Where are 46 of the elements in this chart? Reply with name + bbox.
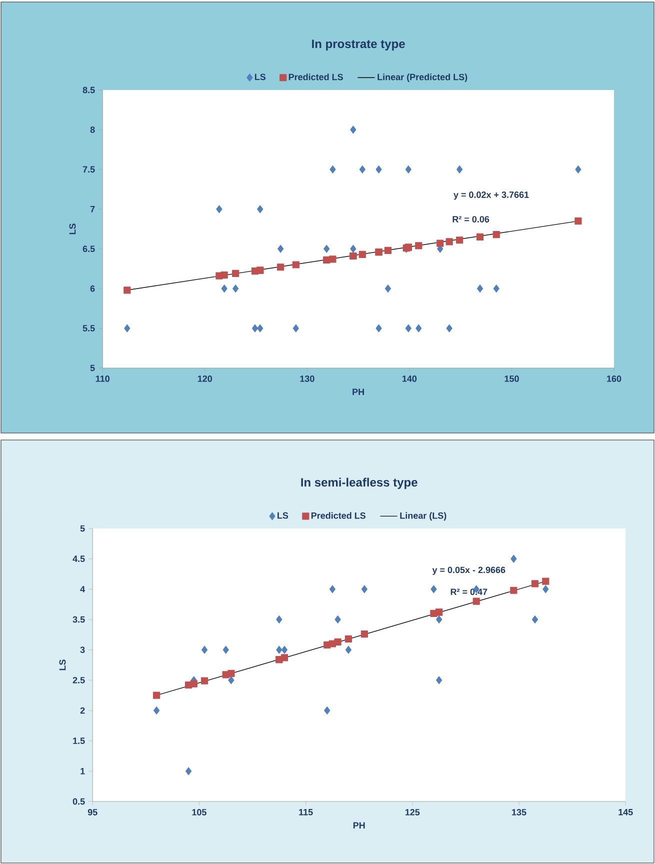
y-axis-title: LS xyxy=(59,660,66,670)
chart-title: In semi-leafless type xyxy=(301,478,418,489)
x-tick-label: 110 xyxy=(96,376,110,382)
x-tick-label: 130 xyxy=(300,376,314,382)
x-tick-label: 140 xyxy=(402,376,417,382)
annotation: R² = 0.47 xyxy=(450,588,488,596)
y-tick-label: 0.5 xyxy=(72,798,85,805)
x-tick-label: 135 xyxy=(512,809,526,816)
x-axis-title: PH xyxy=(353,822,365,828)
y-tick-label: 1.5 xyxy=(73,738,85,744)
chart-title: In prostrate type xyxy=(312,40,405,50)
legend-label: LS xyxy=(278,512,288,519)
y-tick-label: 4 xyxy=(80,586,86,592)
legend-label: Linear (LS) xyxy=(400,512,446,521)
y-tick-label: 2.5 xyxy=(72,676,85,684)
x-tick-label: 115 xyxy=(299,809,313,816)
y-tick-label: 5 xyxy=(90,364,95,372)
x-tick-label: 95 xyxy=(88,809,98,816)
legend-label: LS xyxy=(254,74,266,80)
x-axis-title: PH xyxy=(352,388,364,395)
y-tick-label: 1 xyxy=(80,768,85,774)
y-tick-label: 3 xyxy=(80,646,85,654)
legend-label: Predicted LS xyxy=(288,74,343,80)
y-tick-label: 2 xyxy=(80,707,85,714)
x-tick-label: 160 xyxy=(607,376,622,382)
y-tick-label: 8 xyxy=(90,126,95,133)
annotation: R² = 0.06 xyxy=(452,216,490,222)
annotation: y = 0.05x - 2.9666 xyxy=(432,566,506,575)
annotation: y = 0.02x + 3.7661 xyxy=(454,192,529,200)
x-tick-label: 145 xyxy=(618,809,633,816)
x-tick-label: 150 xyxy=(504,376,519,382)
y-tick-label: 4.5 xyxy=(72,556,85,562)
y-tick-label: 7 xyxy=(90,206,95,212)
y-tick-label: 8.5 xyxy=(82,86,95,94)
x-tick-label: 125 xyxy=(405,809,420,816)
y-axis-title: LS xyxy=(69,224,76,234)
y-tick-label: 5.5 xyxy=(82,325,95,332)
x-tick-label: 120 xyxy=(198,376,212,382)
y-tick-label: 5 xyxy=(80,525,85,532)
y-tick-label: 6.5 xyxy=(82,246,95,252)
legend-label: Linear (Predicted LS) xyxy=(378,74,468,82)
legend-label: Predicted LS xyxy=(311,512,366,519)
y-tick-label: 7.5 xyxy=(82,166,95,173)
y-tick-label: 6 xyxy=(90,285,95,292)
y-tick-label: 3.5 xyxy=(72,616,85,623)
x-tick-label: 105 xyxy=(192,809,206,816)
